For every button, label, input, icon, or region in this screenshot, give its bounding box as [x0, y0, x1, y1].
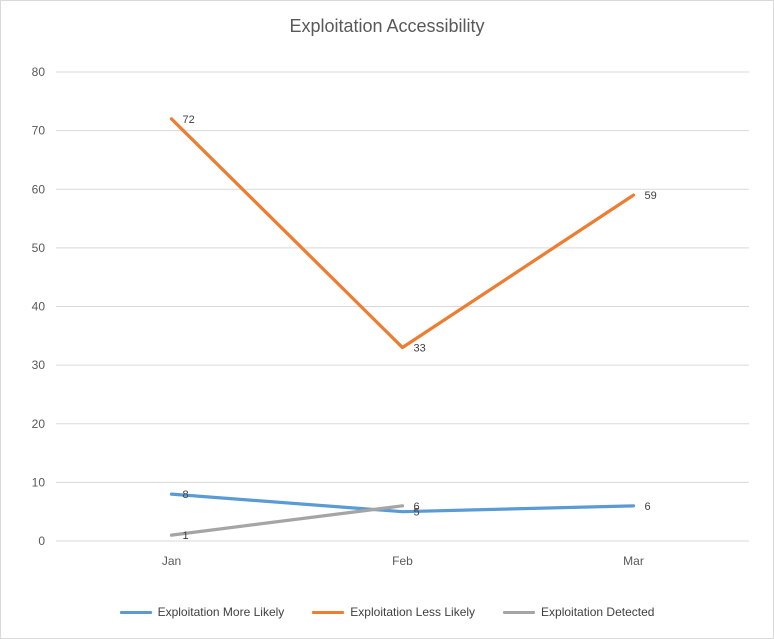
legend-item: Exploitation More Likely [119, 605, 285, 619]
series-line [169, 492, 636, 514]
chart-legend: Exploitation More Likely Exploitation Les… [1, 605, 773, 619]
y-axis-labels: 0 10 20 30 40 50 60 70 80 [32, 65, 46, 548]
data-label: 1 [183, 530, 189, 542]
legend-item: Exploitation Less Likely [312, 605, 475, 619]
chart-title: Exploitation Accessibility [289, 16, 485, 36]
data-label: 6 [645, 501, 651, 513]
data-label: 6 [414, 501, 420, 513]
data-label: 59 [645, 190, 657, 202]
x-tick-label: Jan [162, 554, 181, 568]
x-axis-labels: Jan Feb Mar [162, 554, 644, 568]
series-line [169, 117, 636, 350]
y-tick-label: 10 [32, 475, 46, 489]
data-label: 5 [414, 507, 420, 519]
y-tick-label: 0 [38, 534, 45, 548]
y-tick-label: 40 [32, 300, 46, 314]
y-tick-label: 50 [32, 241, 46, 255]
y-tick-label: 20 [32, 417, 46, 431]
data-label: 33 [414, 343, 426, 355]
x-tick-label: Feb [392, 554, 413, 568]
data-label: 72 [183, 114, 195, 126]
legend-label: Exploitation More Likely [157, 605, 285, 619]
gridlines [56, 71, 749, 542]
y-tick-label: 80 [32, 65, 46, 79]
legend-label: Exploitation Less Likely [350, 605, 476, 619]
x-tick-label: Mar [623, 554, 644, 568]
legend-label: Exploitation Detected [541, 605, 655, 619]
legend-line-swatch [312, 610, 345, 614]
y-tick-label: 60 [32, 182, 46, 196]
y-tick-label: 30 [32, 358, 46, 372]
series-line [169, 504, 405, 537]
legend-line-swatch [119, 610, 152, 614]
legend-item: Exploitation Detected [503, 605, 654, 619]
data-label: 8 [183, 489, 189, 501]
y-tick-label: 70 [32, 124, 46, 138]
legend-line-swatch [503, 610, 536, 614]
